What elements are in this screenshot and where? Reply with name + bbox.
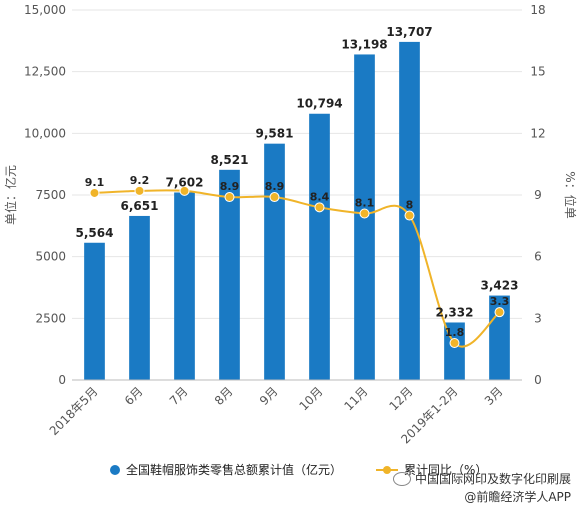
x-tick-label: 2018年5月 [47, 384, 101, 438]
y-axis-left: 0 2500 5000 7500 10,000 12,500 15,000 [24, 3, 66, 387]
line-value-label: 8 [406, 199, 414, 212]
y-tick-label: 10,000 [24, 126, 66, 140]
y-tick-label: 7500 [35, 188, 66, 202]
y-tick-label: 2500 [35, 311, 66, 325]
x-tick-label: 12月 [386, 384, 415, 413]
watermark-line1: 中国国际网印及数字化印刷展 [392, 470, 571, 487]
y2-tick-label: 9 [534, 188, 542, 202]
line-point [494, 307, 505, 318]
x-tick-label: 7月 [167, 384, 191, 408]
line-point [224, 192, 235, 203]
line-value-label: 8.1 [355, 197, 375, 210]
line-value-label: 1.8 [445, 326, 465, 339]
bar-value-label: 9,581 [256, 127, 294, 141]
y2-tick-label: 15 [530, 65, 545, 79]
wechat-icon [392, 471, 411, 486]
y-tick-label: 0 [58, 373, 66, 387]
bar-value-label: 10,794 [296, 97, 342, 111]
line-series [89, 185, 505, 348]
bar-value-label: 8,521 [211, 153, 249, 167]
y-axis-right: 0 3 6 9 12 15 18 [530, 3, 545, 387]
y-tick-label: 12,500 [24, 65, 66, 79]
y-tick-label: 15,000 [24, 3, 66, 17]
line-point [89, 187, 100, 198]
legend-item-bar: 全国鞋帽服饰类零售总额累计值（亿元） [110, 461, 342, 478]
y-tick-label: 5000 [35, 250, 66, 264]
y2-tick-label: 0 [534, 373, 542, 387]
x-tick-label: 3月 [482, 384, 506, 408]
bar [174, 192, 195, 380]
bar-value-label: 2,332 [436, 305, 474, 319]
line-value-label: 8.9 [265, 180, 285, 193]
line-path [94, 189, 501, 348]
data-labels: 5,564 6,651 7,602 8,521 9,581 10,794 13,19813,… [76, 25, 519, 339]
line-point [314, 202, 325, 213]
line-point [269, 192, 280, 203]
watermark-line2: @前瞻经济学人APP [464, 490, 571, 504]
line-value-label: 9.1 [85, 176, 105, 189]
legend-bar-swatch [110, 464, 120, 475]
x-tick-label: 10月 [296, 384, 325, 413]
bar-value-label: 6,651 [121, 199, 159, 213]
legend: 全国鞋帽服饰类零售总额累计值（亿元） 累计同比（%） [110, 461, 521, 478]
x-tick-label: 9月 [257, 384, 281, 408]
y2-tick-label: 3 [534, 311, 542, 325]
x-tick-label: 6月 [122, 384, 146, 408]
line-value-label: 8.9 [220, 180, 240, 193]
line-point [404, 210, 415, 221]
y2-axis-title: %：位单 [563, 171, 578, 218]
line-value-label: 3.3 [490, 295, 510, 308]
y-axis-title: 单位：亿元 [3, 165, 18, 225]
bar [129, 215, 150, 380]
line-point [134, 185, 145, 196]
line-value-label: 8.4 [310, 190, 330, 203]
x-tick-label: 8月 [212, 384, 236, 408]
legend-line-swatch [376, 465, 399, 474]
legend-item-line: 累计同比（%） [376, 461, 487, 478]
bar-value-label: 5,564 [76, 226, 114, 240]
bar [264, 143, 285, 380]
line-point [359, 208, 370, 219]
line-point [449, 338, 460, 348]
legend-bar-label: 全国鞋帽服饰类零售总额累计值（亿元） [126, 463, 343, 477]
line-point [179, 185, 190, 196]
legend-line-label: 累计同比（%） [404, 463, 488, 477]
bar [219, 169, 240, 380]
y2-tick-label: 12 [530, 126, 545, 140]
bar-value-label: 13,707 [386, 25, 432, 39]
bar-value-label: 7,602 [166, 175, 204, 189]
bar-value-label: 13,198 [341, 37, 387, 51]
bar [84, 242, 105, 380]
bar [309, 113, 330, 381]
bar-series [84, 41, 510, 381]
x-tick-label: 11月 [341, 384, 370, 413]
y2-tick-label: 18 [530, 3, 545, 17]
chart: 0 2500 5000 7500 10,000 12,500 15,000 0 3 6 9 12 15… [3, 3, 578, 447]
line-value-label: 9.2 [130, 174, 150, 187]
y2-tick-label: 6 [534, 250, 542, 264]
bar-value-label: 3,423 [481, 279, 519, 293]
